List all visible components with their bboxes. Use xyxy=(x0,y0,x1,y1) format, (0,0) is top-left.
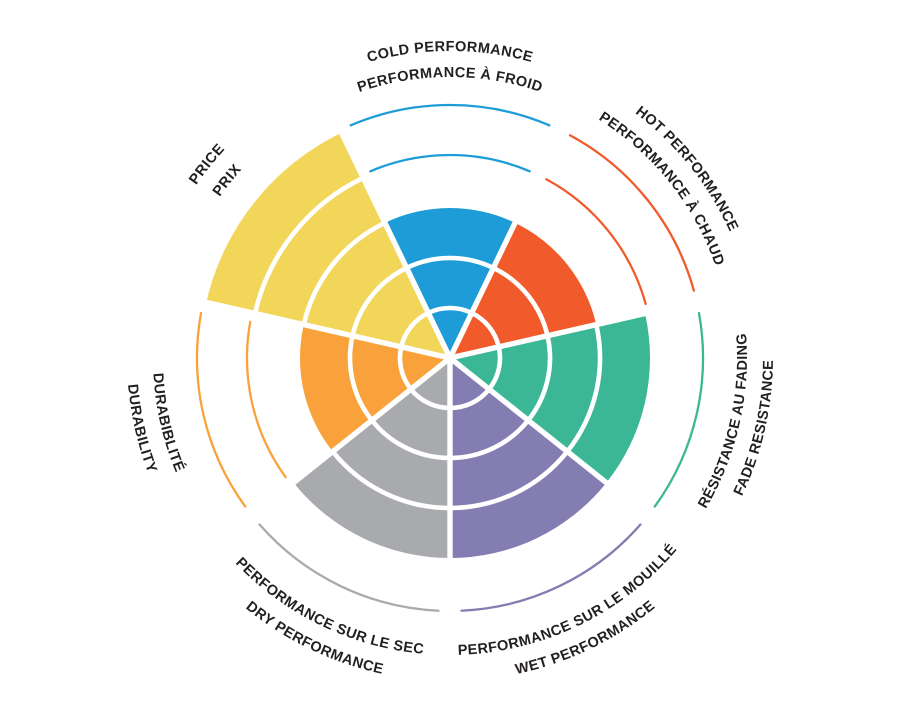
hot-performance-empty-ring-arc xyxy=(545,178,647,306)
radial-gap-line xyxy=(447,124,565,360)
wedge-wet-performance xyxy=(449,358,642,612)
fade-resistance-ring-separator xyxy=(565,324,603,453)
wedge-hot-performance xyxy=(450,134,695,358)
wet-performance-empty-ring-arc xyxy=(460,523,642,612)
wet-performance-ring-separator xyxy=(449,418,530,461)
wet-performance-filled-sector xyxy=(450,358,607,558)
price-label-line2: PRIX xyxy=(210,161,245,199)
radial-gap-line xyxy=(449,297,703,361)
cold-performance-ring-separator xyxy=(427,305,473,316)
fade-resistance-empty-ring-arc xyxy=(653,311,705,508)
cold-performance-label-line2: PERFORMANCE À FROID xyxy=(355,65,544,96)
wet-performance-ring-separator xyxy=(449,387,491,411)
wedge-dry-performance xyxy=(258,358,451,612)
dry-performance-ring-separator xyxy=(409,387,451,411)
durability-empty-ring-arc xyxy=(195,311,247,508)
hot-performance-empty-ring-arc xyxy=(568,134,695,292)
cold-performance-label-line1: COLD PERFORMANCE xyxy=(365,39,534,66)
wedge-fade-resistance xyxy=(450,311,705,508)
fade-resistance-ring-separator xyxy=(487,346,503,391)
price-ring-separator xyxy=(399,310,430,348)
hot-performance-ring-separator xyxy=(492,265,550,337)
durability-ring-separator xyxy=(347,335,374,422)
price-ring-separator xyxy=(350,265,408,337)
wedge-durability xyxy=(195,311,450,508)
hot-performance-ring-separator xyxy=(470,310,501,348)
durability-empty-ring-arc xyxy=(245,320,287,479)
hot-performance-label-line1: HOT PERFORMANCE xyxy=(632,103,741,234)
price-ring-separator xyxy=(301,220,386,326)
durability-ring-separator xyxy=(397,346,413,391)
dry-performance-empty-ring-arc xyxy=(258,523,440,612)
dry-performance-ring-separator xyxy=(330,450,451,511)
cold-performance-empty-ring-arc xyxy=(369,153,531,173)
dry-performance-ring-separator xyxy=(370,418,451,461)
price-ring-separator xyxy=(252,175,365,315)
wedge-cold-performance xyxy=(349,103,551,358)
cold-performance-filled-sector xyxy=(384,207,516,358)
fade-resistance-ring-separator xyxy=(526,335,553,422)
wedge-price xyxy=(206,132,450,358)
cold-performance-ring-separator xyxy=(405,255,495,270)
radial-gap-line xyxy=(448,355,654,521)
cold-performance-empty-ring-arc xyxy=(349,103,551,127)
radial-gap-line xyxy=(335,124,453,360)
price-filled-sector xyxy=(206,132,450,358)
radial-gap-line xyxy=(246,355,452,521)
durability-filled-sector xyxy=(300,324,450,452)
radial-gap-line xyxy=(197,297,451,361)
dry-performance-filled-sector xyxy=(293,358,450,558)
wet-performance-ring-separator xyxy=(449,450,570,511)
